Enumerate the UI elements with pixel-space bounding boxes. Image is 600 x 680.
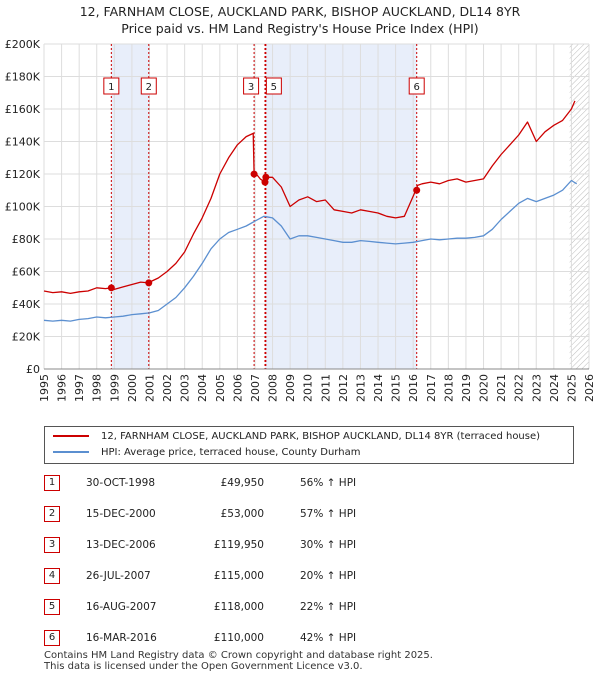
x-tick-label: 2003 bbox=[179, 374, 192, 402]
x-tick-label: 2010 bbox=[302, 374, 315, 402]
sale-number-badge: 2 bbox=[44, 506, 60, 522]
x-tick-label: 2004 bbox=[196, 374, 209, 402]
sale-label-text: 6 bbox=[414, 82, 420, 93]
x-tick-label: 2013 bbox=[354, 374, 367, 402]
legend-swatch-hpi bbox=[53, 451, 89, 453]
x-tick-label: 2006 bbox=[231, 374, 244, 402]
sale-label-text: 5 bbox=[271, 82, 277, 93]
sale-number-badge: 3 bbox=[44, 537, 60, 553]
y-tick-label: £180K bbox=[5, 71, 41, 84]
sale-label-box bbox=[140, 77, 157, 95]
x-tick-label: 2017 bbox=[425, 374, 438, 402]
footer-line-2: This data is licensed under the Open Gov… bbox=[44, 661, 363, 672]
x-tick-label: 1997 bbox=[73, 374, 86, 402]
sale-hpi-change: 20% ↑ HPI bbox=[300, 570, 357, 582]
sale-price: £119,950 bbox=[213, 539, 264, 551]
title-line-2: Price paid vs. HM Land Registry's House … bbox=[121, 21, 479, 36]
sale-label-text: 3 bbox=[248, 82, 254, 93]
legend-label-property: 12, FARNHAM CLOSE, AUCKLAND PARK, BISHOP… bbox=[101, 431, 541, 442]
footer: Contains HM Land Registry data © Crown c… bbox=[44, 650, 433, 672]
sale-number-badge: 4 bbox=[44, 568, 60, 584]
x-tick-label: 2022 bbox=[513, 374, 526, 402]
y-tick-label: £200K bbox=[5, 38, 41, 51]
x-tick-label: 2015 bbox=[390, 374, 403, 402]
chart-title: 12, FARNHAM CLOSE, AUCKLAND PARK, BISHOP… bbox=[0, 3, 600, 37]
y-tick-label: £0 bbox=[26, 363, 40, 376]
sale-hpi-change: 57% ↑ HPI bbox=[300, 508, 357, 520]
y-tick-label: £140K bbox=[5, 136, 41, 149]
sale-label-text: 2 bbox=[146, 82, 152, 93]
x-tick-label: 2008 bbox=[267, 374, 280, 402]
x-tick-label: 2014 bbox=[372, 374, 385, 402]
x-tick-label: 2025 bbox=[565, 374, 578, 402]
sale-point bbox=[262, 173, 270, 181]
sale-hpi-change: 30% ↑ HPI bbox=[300, 539, 357, 551]
y-tick-label: £160K bbox=[5, 103, 41, 116]
hpi-line bbox=[43, 179, 578, 322]
footer-line-1: Contains HM Land Registry data © Crown c… bbox=[44, 650, 433, 661]
sale-point bbox=[413, 186, 421, 194]
sale-label-box bbox=[103, 77, 120, 95]
sale-point bbox=[107, 284, 115, 292]
sale-date: 30-OCT-1998 bbox=[86, 477, 155, 489]
x-tick-label: 1998 bbox=[91, 374, 104, 402]
x-tick-label: 2007 bbox=[249, 374, 262, 402]
x-tick-label: 2019 bbox=[460, 374, 473, 402]
y-tick-label: £60K bbox=[12, 266, 41, 279]
sale-price: £110,000 bbox=[213, 632, 264, 644]
y-tick-label: £80K bbox=[12, 233, 41, 246]
x-tick-label: 2021 bbox=[495, 374, 508, 402]
sale-label-box bbox=[408, 77, 425, 95]
x-tick-label: 2005 bbox=[214, 374, 227, 402]
property-price-line bbox=[43, 100, 576, 295]
sale-hpi-change: 42% ↑ HPI bbox=[300, 632, 357, 644]
x-tick-label: 2024 bbox=[548, 374, 561, 402]
legend-swatch-property bbox=[53, 435, 89, 437]
x-tick-label: 2001 bbox=[143, 374, 156, 402]
x-tick-label: 2000 bbox=[126, 374, 139, 402]
sale-price: £118,000 bbox=[213, 601, 264, 613]
x-tick-label: 2016 bbox=[407, 374, 420, 402]
sale-date: 13-DEC-2006 bbox=[86, 539, 156, 551]
sale-label-box bbox=[243, 77, 260, 95]
sale-date: 16-AUG-2007 bbox=[86, 601, 157, 613]
y-tick-label: £100K bbox=[5, 201, 41, 214]
x-tick-label: 2026 bbox=[583, 374, 596, 402]
sale-point bbox=[250, 170, 258, 178]
y-tick-label: £120K bbox=[5, 168, 41, 181]
legend-item-hpi: HPI: Average price, terraced house, Coun… bbox=[53, 445, 360, 461]
x-tick-label: 2002 bbox=[161, 374, 174, 402]
sale-date: 16-MAR-2016 bbox=[86, 632, 157, 644]
x-tick-label: 2009 bbox=[284, 374, 297, 402]
x-tick-label: 2012 bbox=[337, 374, 350, 402]
y-tick-label: £40K bbox=[12, 298, 41, 311]
y-tick-label: £20K bbox=[12, 331, 41, 344]
x-tick-label: 2011 bbox=[319, 374, 332, 402]
sale-number-badge: 6 bbox=[44, 630, 60, 646]
sale-label-text: 1 bbox=[108, 82, 114, 93]
x-tick-label: 2023 bbox=[530, 374, 543, 402]
x-tick-label: 1999 bbox=[108, 374, 121, 402]
price-chart: £0 £20K £40K £60K £80K £100K £120K £140K £160K £1… bbox=[5, 38, 596, 402]
sale-price: £53,000 bbox=[220, 508, 264, 520]
sale-hpi-change: 22% ↑ HPI bbox=[300, 601, 357, 613]
x-tick-label: 1995 bbox=[38, 374, 51, 402]
sale-label-box bbox=[265, 77, 282, 95]
sale-price: £49,950 bbox=[220, 477, 264, 489]
sale-point bbox=[145, 279, 153, 287]
sale-number-badge: 1 bbox=[44, 475, 60, 491]
x-tick-label: 2020 bbox=[478, 374, 491, 402]
sale-number-badge: 5 bbox=[44, 599, 60, 615]
sale-date: 15-DEC-2000 bbox=[86, 508, 156, 520]
legend-item-property: 12, FARNHAM CLOSE, AUCKLAND PARK, BISHOP… bbox=[53, 429, 540, 445]
sale-hpi-change: 56% ↑ HPI bbox=[300, 477, 357, 489]
sale-price: £115,000 bbox=[213, 570, 264, 582]
legend: 12, FARNHAM CLOSE, AUCKLAND PARK, BISHOP… bbox=[44, 426, 574, 464]
legend-label-hpi: HPI: Average price, terraced house, Coun… bbox=[101, 447, 361, 458]
x-tick-label: 1996 bbox=[56, 374, 69, 402]
x-tick-label: 2018 bbox=[442, 374, 455, 402]
title-line-1: 12, FARNHAM CLOSE, AUCKLAND PARK, BISHOP… bbox=[79, 4, 521, 19]
sale-date: 26-JUL-2007 bbox=[86, 570, 151, 582]
